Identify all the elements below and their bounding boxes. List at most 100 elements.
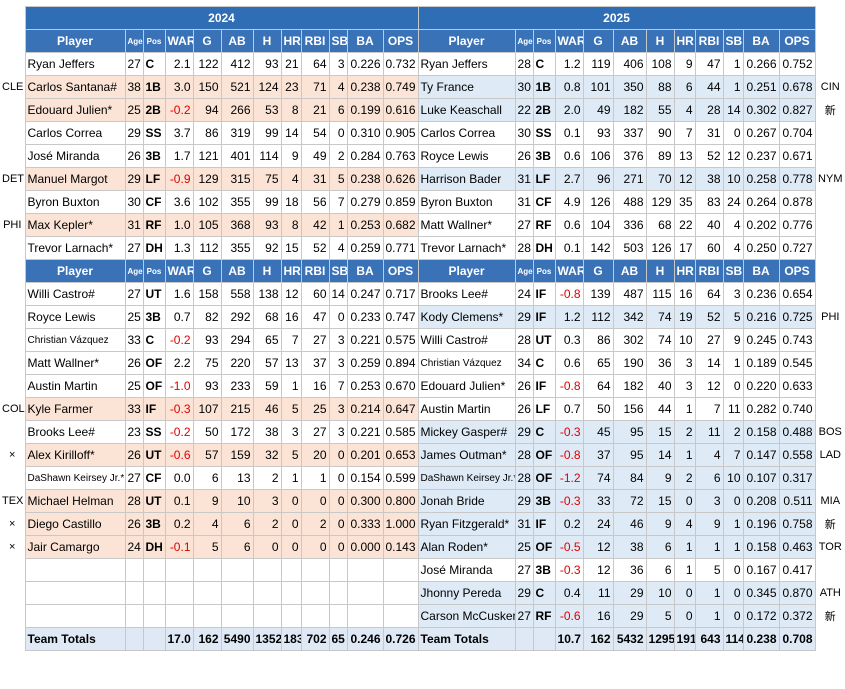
- stat-cell: [346, 558, 384, 582]
- stat-cell: 3: [328, 328, 348, 352]
- player-name: Ty France: [417, 75, 516, 99]
- stat-cell: 11: [722, 397, 744, 421]
- column-header: Age: [124, 29, 144, 53]
- stat-cell: 25: [124, 374, 144, 398]
- stat-cell: 401: [220, 144, 254, 168]
- stat-cell: 68: [252, 305, 282, 329]
- stat-cell: 108: [645, 52, 675, 76]
- stat-cell: 4: [280, 167, 302, 191]
- stat-cell: 0.279: [346, 190, 384, 214]
- stat-cell: 0.259: [346, 351, 384, 375]
- player-name: Max Kepler*: [24, 213, 126, 237]
- stat-cell: 3: [328, 52, 348, 76]
- total-cell: 10.7: [554, 627, 584, 651]
- stat-cell: UT: [142, 489, 166, 513]
- stat-cell: 31: [694, 121, 724, 145]
- stat-cell: 1: [280, 466, 302, 490]
- stat-cell: 0.284: [346, 144, 384, 168]
- stat-cell: 0.6: [554, 351, 584, 375]
- stat-cell: 3B: [532, 489, 556, 513]
- stat-cell: 38: [252, 420, 282, 444]
- stat-cell: 56: [300, 190, 330, 214]
- stat-cell: RF: [142, 213, 166, 237]
- stat-cell: 12: [582, 558, 614, 582]
- stat-cell: 112: [582, 305, 614, 329]
- stat-cell: RF: [532, 604, 556, 628]
- stat-cell: 4: [328, 236, 348, 260]
- stat-cell: 7: [328, 190, 348, 214]
- team-note: PHI: [3, 219, 22, 231]
- player-name: Byron Buxton: [24, 190, 126, 214]
- column-header: H: [645, 259, 675, 283]
- stat-cell: 17: [673, 236, 696, 260]
- stat-cell: 95: [612, 420, 647, 444]
- stat-cell: 105: [192, 213, 222, 237]
- stat-cell: 40: [694, 213, 724, 237]
- team-note: COL: [2, 403, 25, 415]
- stat-cell: 3: [673, 351, 696, 375]
- stat-cell: 0.107: [742, 466, 780, 490]
- stat-cell: 14: [722, 98, 744, 122]
- stat-cell: 7: [722, 443, 744, 467]
- stat-cell: 0: [722, 374, 744, 398]
- team-note: [815, 352, 845, 375]
- stat-cell: -0.1: [164, 535, 194, 559]
- column-header: H: [252, 29, 282, 53]
- team-note: DET: [2, 173, 24, 185]
- stat-cell: 2: [300, 512, 330, 536]
- stat-cell: 0.199: [346, 98, 384, 122]
- stat-cell: 0.616: [382, 98, 419, 122]
- stat-cell: 220: [220, 351, 254, 375]
- stat-cell: 3B: [142, 305, 166, 329]
- stat-cell: 29: [514, 489, 534, 513]
- player-name: Jonah Bride: [417, 489, 516, 513]
- stat-cell: -0.3: [554, 489, 584, 513]
- stat-cell: 71: [300, 75, 330, 99]
- stat-cell: 376: [612, 144, 647, 168]
- stat-cell: 0.771: [382, 236, 419, 260]
- stat-cell: 10: [220, 489, 254, 513]
- stat-cell: 0.545: [778, 351, 816, 375]
- stat-cell: 52: [694, 144, 724, 168]
- column-header: BA: [346, 259, 384, 283]
- stat-cell: 138: [252, 282, 282, 306]
- stat-cell: 121: [192, 144, 222, 168]
- stat-cell: 9: [192, 489, 222, 513]
- stat-cell: 0.4: [554, 581, 584, 605]
- total-cell: 65: [328, 627, 348, 651]
- column-header: WAR: [164, 29, 194, 53]
- team-note: [0, 191, 25, 214]
- team-note: NYM: [818, 173, 843, 185]
- stat-cell: C: [142, 328, 166, 352]
- row: Trevor Larnach* 27 DH 1.3 112 355 92 15 52 4 0.259…: [0, 236, 845, 260]
- stat-cell: 28: [514, 466, 534, 490]
- stat-cell: 57: [252, 351, 282, 375]
- stat-cell: 182: [612, 374, 647, 398]
- stat-cell: -0.8: [554, 374, 584, 398]
- stat-cell: 0: [328, 466, 348, 490]
- stat-cell: 93: [252, 52, 282, 76]
- stat-cell: 271: [612, 167, 647, 191]
- stat-cell: 7: [280, 328, 302, 352]
- stat-cell: 102: [192, 190, 222, 214]
- stat-cell: [220, 604, 254, 628]
- column-header: Pos: [532, 29, 556, 53]
- stat-cell: 5: [328, 167, 348, 191]
- stat-cell: 350: [612, 75, 647, 99]
- stat-cell: 10: [722, 466, 744, 490]
- player-name: Austin Martin: [24, 374, 126, 398]
- stat-cell: -0.6: [554, 604, 584, 628]
- stat-cell: 26: [124, 351, 144, 375]
- stat-cell: 107: [192, 397, 222, 421]
- stat-cell: 0.372: [778, 604, 816, 628]
- stat-cell: 0.758: [778, 512, 816, 536]
- stat-cell: LF: [532, 167, 556, 191]
- stat-cell: 0.172: [742, 604, 780, 628]
- total-cell: 183: [280, 627, 302, 651]
- stat-cell: 27: [514, 213, 534, 237]
- stat-cell: 3B: [142, 144, 166, 168]
- stat-cell: 126: [582, 190, 614, 214]
- column-header: AB: [612, 29, 647, 53]
- stat-cell: 215: [220, 397, 254, 421]
- row: × Jair Camargo 24 DH -0.1 5 6 0 0 0 0 0.000 0.143 Ala…: [0, 535, 845, 559]
